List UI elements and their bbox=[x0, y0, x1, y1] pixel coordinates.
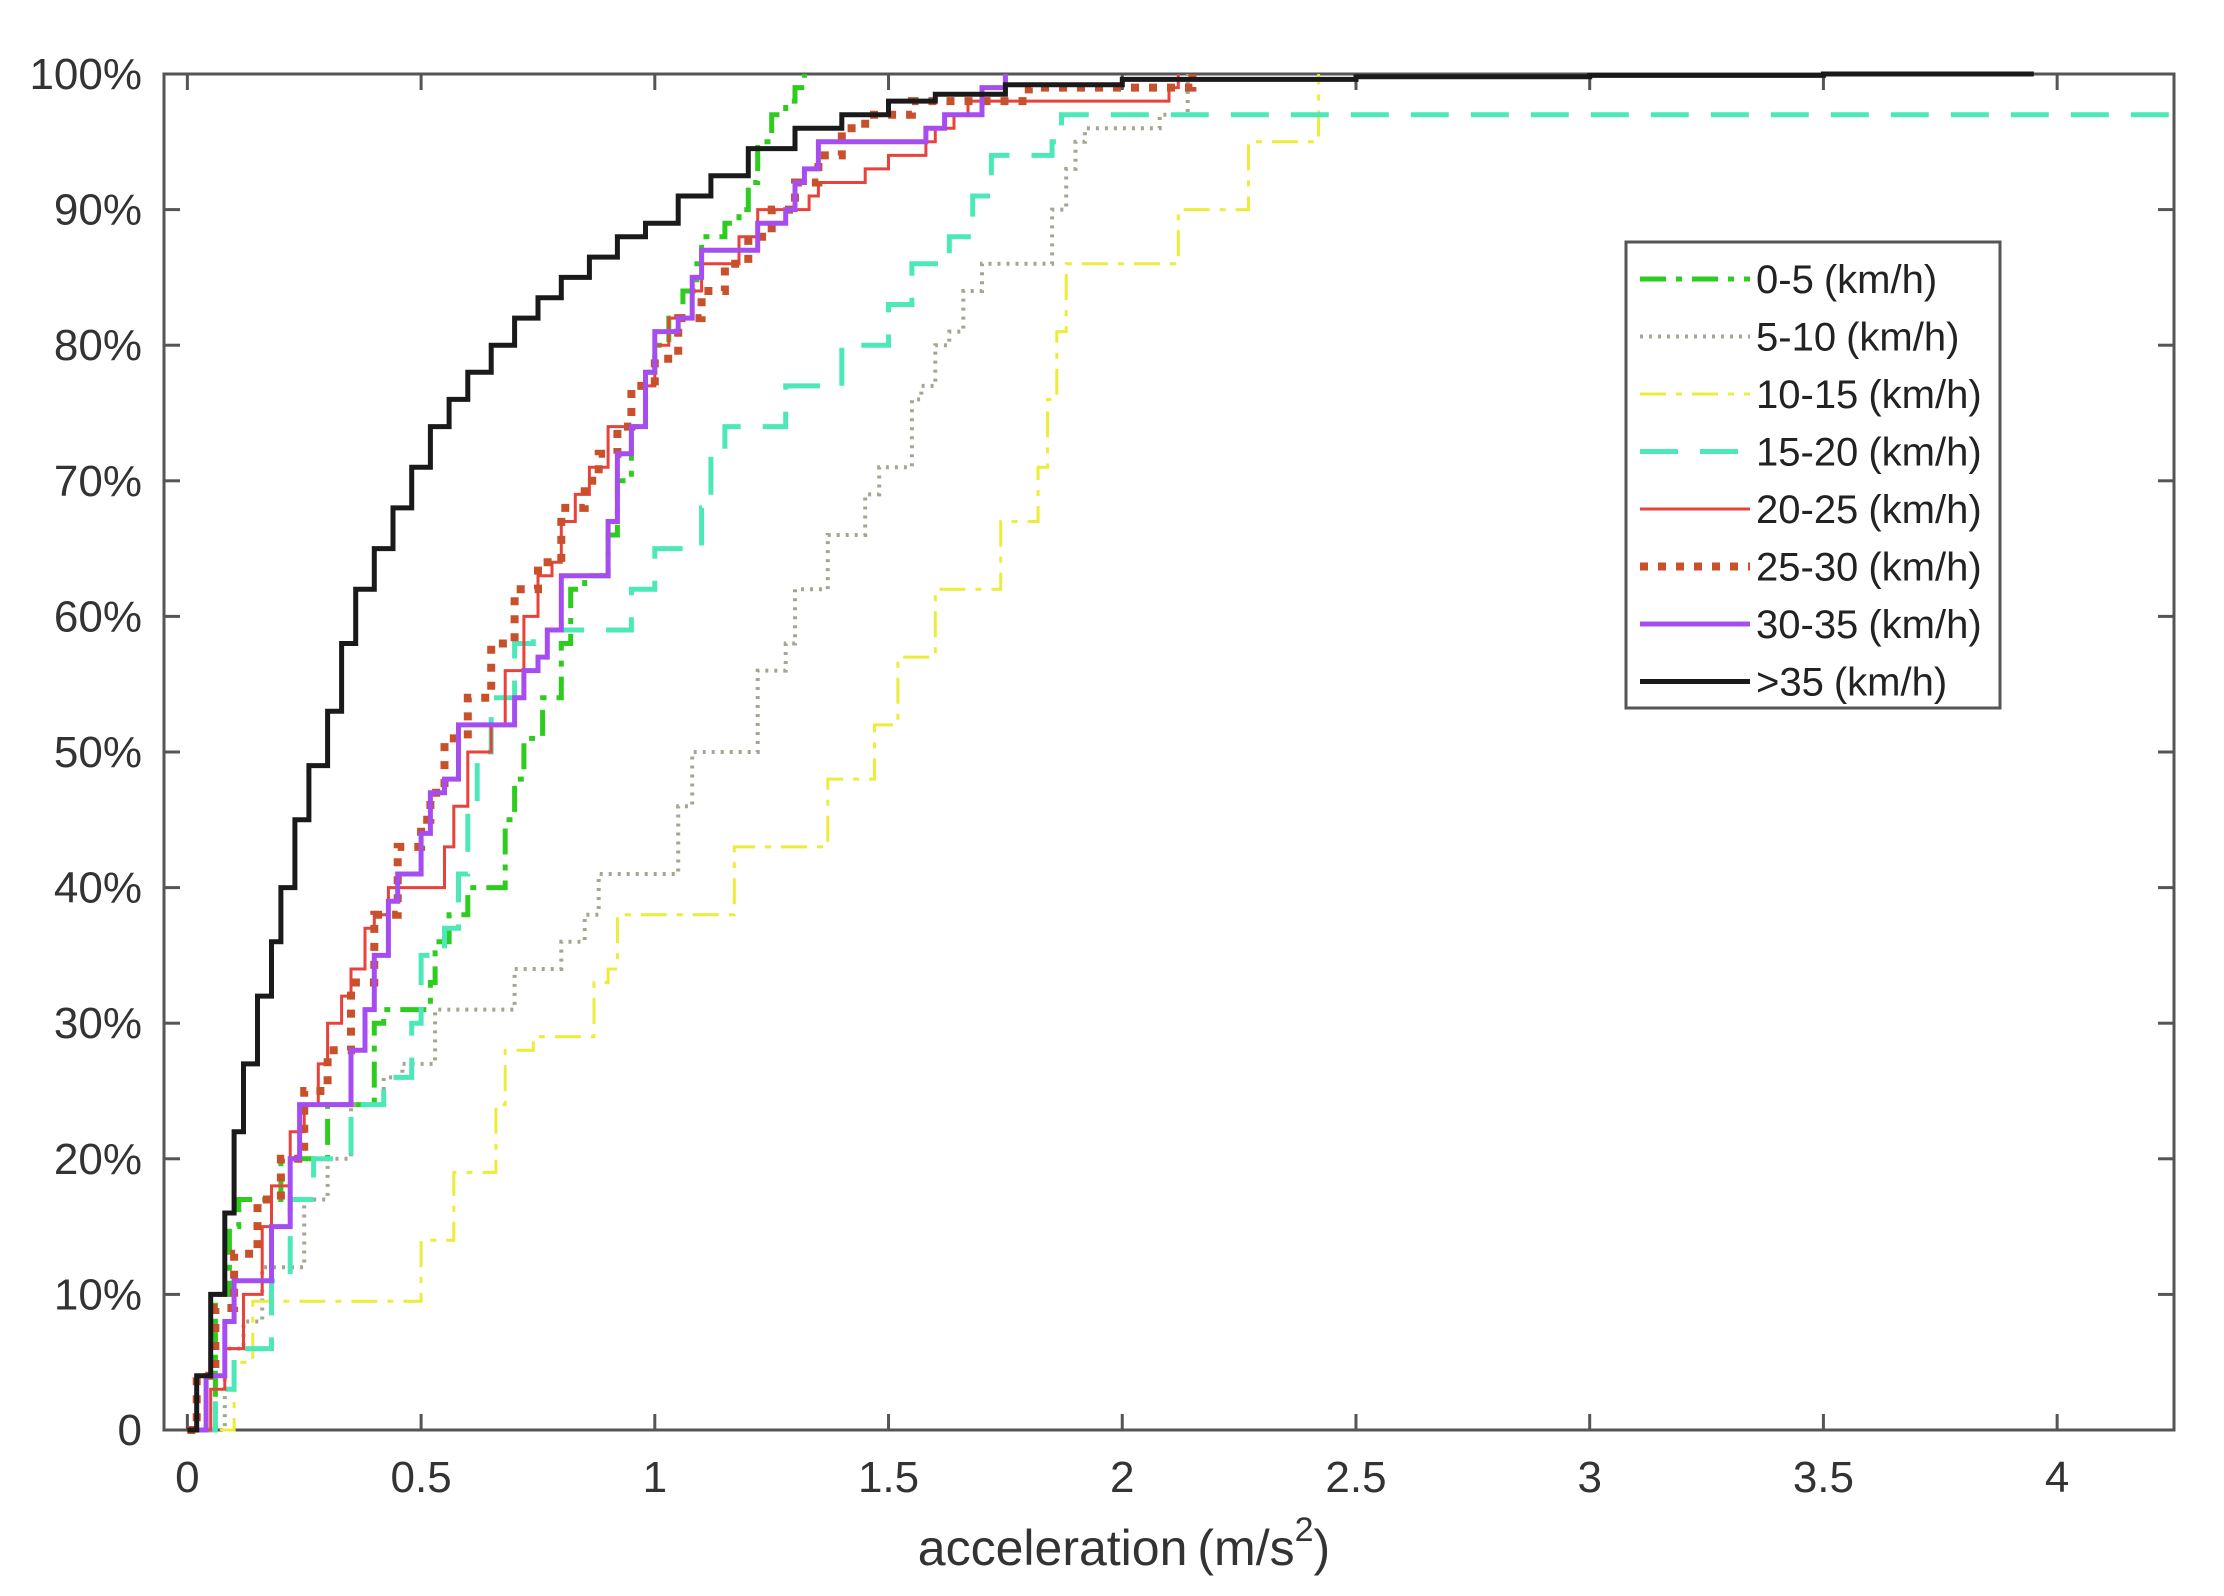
legend-label-5: 25-30 (km/h) bbox=[1756, 546, 1982, 590]
x-tick-label: 3 bbox=[1577, 1453, 1601, 1502]
y-tick-label: 20% bbox=[54, 1135, 142, 1184]
legend-series-unit: (km/h) bbox=[1868, 373, 1981, 417]
legend-series-name: >35 bbox=[1756, 661, 1824, 705]
legend-series-name: 30-35 bbox=[1756, 603, 1858, 647]
legend-series-name: 5-10 bbox=[1756, 316, 1836, 360]
y-tick-label: 100% bbox=[29, 50, 142, 99]
legend-series-unit: (km/h) bbox=[1868, 488, 1981, 532]
legend-series-unit: (km/h) bbox=[1834, 661, 1947, 705]
y-tick-label: 30% bbox=[54, 999, 142, 1048]
y-axis: 0 10% 20% 30% 40% 50% 60% 70% 80% 90% 100% bbox=[29, 50, 2174, 1455]
x-axis: 0 0.5 1 1.5 2 2.5 3 3.5 4 bbox=[175, 74, 2069, 1502]
legend-label-7: >35 (km/h) bbox=[1756, 661, 1947, 705]
legend-series-unit: (km/h) bbox=[1824, 258, 1937, 302]
x-tick-label: 1 bbox=[643, 1453, 667, 1502]
legend-series-unit: (km/h) bbox=[1868, 546, 1981, 590]
series-line-6 bbox=[196, 74, 1008, 1433]
series-line-2 bbox=[220, 74, 1321, 1432]
x-tick-label: 2.5 bbox=[1325, 1453, 1386, 1502]
legend-series-name: 10-15 bbox=[1756, 373, 1858, 417]
legend-series-unit: (km/h) bbox=[1868, 603, 1981, 647]
legend-label-3: 15-20 (km/h) bbox=[1756, 431, 1982, 475]
legend-label-2: 10-15 (km/h) bbox=[1756, 373, 1982, 417]
x-axis-title-exponent: 2 bbox=[1295, 1511, 1314, 1549]
legend-label-4: 20-25 (km/h) bbox=[1756, 488, 1982, 532]
legend-box bbox=[1624, 240, 2002, 710]
legend-label-1: 5-10 (km/h) bbox=[1756, 316, 1959, 360]
x-axis-title: acceleration (m/s2) bbox=[918, 1511, 1330, 1576]
series-line-3 bbox=[206, 112, 2174, 1433]
y-tick-label: 80% bbox=[54, 321, 142, 370]
legend-series-name: 20-25 bbox=[1756, 488, 1858, 532]
series-layer bbox=[187, 71, 2174, 1434]
legend-series-name: 15-20 bbox=[1756, 431, 1858, 475]
series-line-7 bbox=[187, 71, 2034, 1433]
y-tick-label: 0 bbox=[118, 1406, 142, 1455]
y-tick-label: 40% bbox=[54, 864, 142, 913]
legend-series-name: 25-30 bbox=[1756, 546, 1858, 590]
legend-series-name: 0-5 bbox=[1756, 258, 1814, 302]
legend: 0-5 (km/h)5-10 (km/h)10-15 (km/h)15-20 (km/h… bbox=[1624, 240, 2002, 710]
y-tick-label: 90% bbox=[54, 186, 142, 235]
series-line-5 bbox=[187, 74, 1197, 1434]
x-axis-title-close: ) bbox=[1314, 1520, 1331, 1576]
x-axis-title-unit: (m/s bbox=[1197, 1520, 1294, 1576]
legend-label-6: 30-35 (km/h) bbox=[1756, 603, 1982, 647]
y-tick-label: 60% bbox=[54, 592, 142, 641]
y-tick-label: 50% bbox=[54, 728, 142, 777]
y-tick-label: 70% bbox=[54, 457, 142, 506]
x-tick-label: 1.5 bbox=[858, 1453, 919, 1502]
y-tick-label: 10% bbox=[54, 1270, 142, 1319]
legend-series-unit: (km/h) bbox=[1868, 431, 1981, 475]
legend-label-0: 0-5 (km/h) bbox=[1756, 258, 1937, 302]
x-tick-label: 4 bbox=[2045, 1453, 2069, 1502]
x-tick-label: 0 bbox=[175, 1453, 199, 1502]
x-tick-label: 2 bbox=[1110, 1453, 1134, 1502]
x-tick-label: 0.5 bbox=[391, 1453, 452, 1502]
x-tick-label: 3.5 bbox=[1793, 1453, 1854, 1502]
series-line-4 bbox=[196, 74, 1180, 1432]
x-axis-title-main: acceleration bbox=[918, 1520, 1188, 1576]
legend-series-unit: (km/h) bbox=[1846, 316, 1959, 360]
